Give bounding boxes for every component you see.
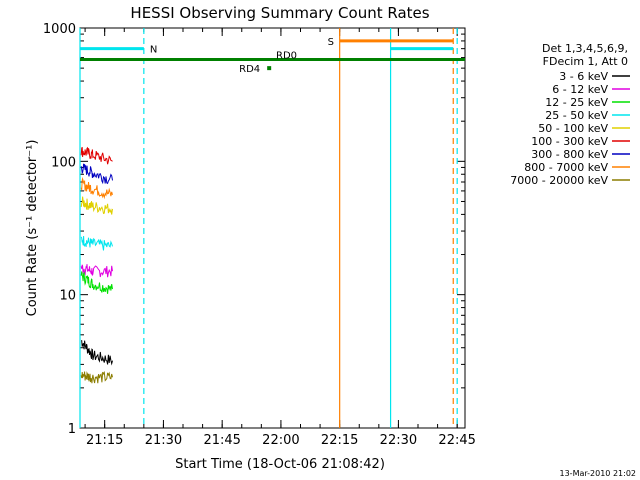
series-line (80, 196, 113, 215)
series-line (80, 339, 113, 366)
series-line (80, 176, 113, 200)
legend-label: 7000 - 20000 keV (510, 174, 608, 187)
series-line (80, 264, 113, 278)
x-axis-label: Start Time (18-Oct-06 21:08:42) (175, 457, 385, 472)
series-line (80, 163, 113, 185)
series-line (80, 146, 113, 165)
legend-label: 25 - 50 keV (545, 109, 608, 122)
legend-label: 100 - 300 keV (531, 135, 608, 148)
flag-label: S (328, 37, 334, 48)
x-tick-label: 22:30 (380, 433, 417, 448)
flag-marker (267, 66, 272, 71)
y-tick-label: 1000 (43, 22, 76, 37)
x-tick-label: 21:45 (203, 433, 240, 448)
legend-label: 6 - 12 keV (552, 83, 608, 96)
y-axis-label: Count Rate (s⁻¹ detector⁻¹) (25, 140, 40, 317)
x-tick-label: 22:45 (438, 433, 475, 448)
series-line (80, 370, 113, 384)
x-tick-label: 21:15 (86, 433, 123, 448)
x-tick-label: 22:00 (262, 433, 299, 448)
y-tick-label: 10 (59, 289, 76, 304)
y-tick-label: 1 (68, 422, 76, 437)
y-tick-label: 100 (51, 155, 76, 170)
legend-label: 800 - 7000 keV (524, 161, 608, 174)
x-tick-label: 21:30 (145, 433, 182, 448)
axes-ticks: 21:15 21:30 21:45 22:00 22:15 22:30 22:45 1 10 10… (43, 22, 476, 448)
data-series (80, 146, 113, 384)
vertical-markers (79, 28, 458, 428)
legend-label: 50 - 100 keV (538, 122, 608, 135)
flag-label: RD0 (276, 51, 297, 62)
legend-label: 300 - 800 keV (531, 148, 608, 161)
series-line (80, 235, 113, 251)
legend-header: FDecim 1, Att 0 (543, 55, 628, 68)
legend-label: 12 - 25 keV (545, 96, 608, 109)
footer-date: 13-Mar-2010 21:02 (560, 469, 637, 478)
x-tick-label: 22:15 (321, 433, 358, 448)
plot-frame (79, 27, 466, 429)
legend: Det 1,3,4,5,6,9,FDecim 1, Att 0 3 - 6 keV… (510, 42, 630, 187)
flag-bars: N S RD0 RD4 (80, 37, 465, 75)
legend-label: 3 - 6 keV (559, 70, 608, 83)
flag-label: N (150, 45, 157, 56)
flag-label: RD4 (239, 64, 260, 75)
legend-header: Det 1,3,4,5,6,9, (542, 42, 628, 55)
chart-title: HESSI Observing Summary Count Rates (130, 4, 429, 22)
series-line (80, 271, 113, 294)
